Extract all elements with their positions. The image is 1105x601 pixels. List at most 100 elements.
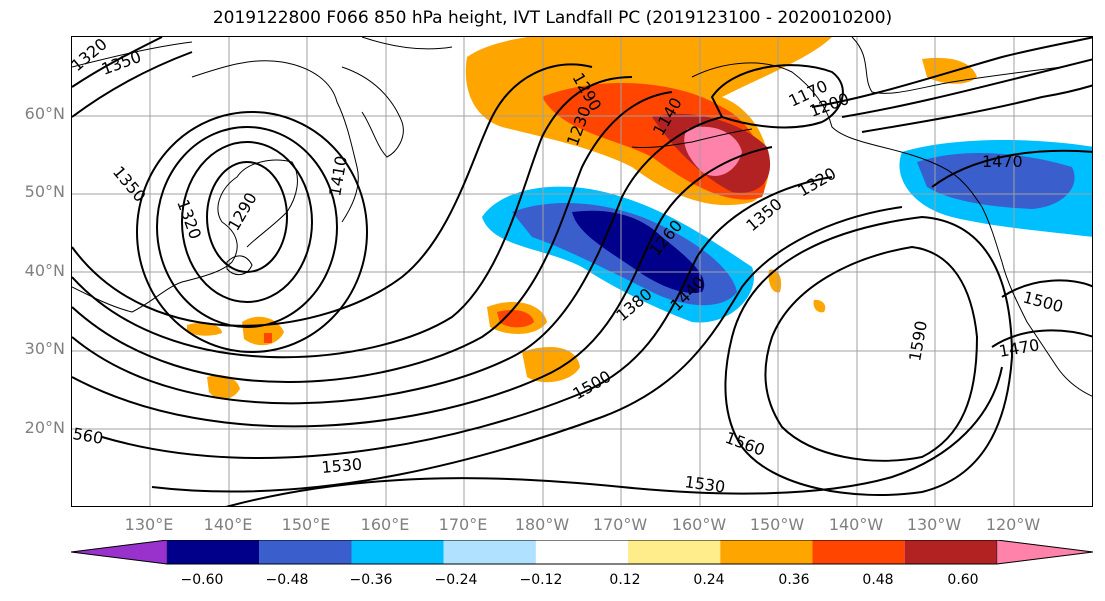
positive-anomaly-pacific-2 bbox=[522, 347, 580, 383]
contour-label: 1350 bbox=[109, 162, 150, 205]
contour-1500-east bbox=[1001, 279, 1092, 298]
contour-trough bbox=[72, 116, 723, 405]
lon-label: 140°W bbox=[828, 515, 884, 534]
contour-label: 1290 bbox=[224, 189, 261, 234]
contour-1470-east bbox=[991, 329, 1092, 348]
map-title: 2019122800 F066 850 hPa height, IVT Land… bbox=[212, 8, 893, 28]
map-plot-area: 1320 1350 1350 1320 1290 1410 1290 1230 … bbox=[71, 36, 1093, 507]
coastline-asia bbox=[72, 159, 298, 313]
colorbar-extend-left bbox=[71, 540, 168, 565]
contour-label: 1320 bbox=[795, 164, 840, 201]
lat-label: 20°N bbox=[24, 418, 65, 437]
positive-anomaly-pink bbox=[684, 126, 742, 176]
contour-label: 1470 bbox=[982, 152, 1023, 171]
contour-east-1470 bbox=[931, 149, 1092, 188]
coastline-aleutians bbox=[631, 128, 753, 148]
contour-label: 1470 bbox=[997, 335, 1040, 361]
contour-west-top bbox=[72, 51, 193, 118]
colorbar-segment bbox=[812, 540, 905, 564]
colorbar-tick-label: −0.12 bbox=[519, 572, 563, 588]
colorbar bbox=[71, 540, 1093, 565]
lon-label: 160°W bbox=[671, 515, 727, 534]
contour-trough bbox=[72, 76, 633, 359]
height-contours bbox=[72, 37, 1092, 506]
lat-label: 30°N bbox=[24, 339, 65, 358]
positive-anomaly-pacific-1-core bbox=[497, 310, 534, 328]
colorbar-tick-label: −0.48 bbox=[265, 572, 309, 588]
contour-label: 1500 bbox=[570, 367, 615, 404]
colorbar-tick-label: 0.36 bbox=[778, 572, 810, 588]
coastline-alaska bbox=[691, 62, 983, 208]
contour-east bbox=[861, 84, 1092, 133]
contour-1560-high bbox=[724, 215, 1014, 496]
contour-trough bbox=[101, 176, 833, 459]
contour-label: 1500 bbox=[1021, 288, 1065, 317]
contour-trough bbox=[72, 91, 673, 383]
contour-label: 1590 bbox=[905, 319, 931, 362]
contour-label: 1530 bbox=[321, 455, 363, 477]
colorbar-segments bbox=[71, 540, 1093, 565]
colorbar-tick-label: −0.36 bbox=[349, 572, 393, 588]
colorbar-segment bbox=[259, 540, 352, 564]
lat-label: 50°N bbox=[24, 182, 65, 201]
contour-trough bbox=[72, 146, 773, 428]
coastline-north-america bbox=[981, 206, 1092, 397]
positive-anomaly-west-1-core bbox=[264, 333, 272, 343]
colorbar-tick-label: 0.60 bbox=[947, 572, 979, 588]
coastline-canada-arctic bbox=[851, 37, 1063, 94]
contour-label: 1560 bbox=[72, 422, 105, 448]
contour-east bbox=[811, 37, 1092, 108]
contour-low-asia bbox=[136, 111, 368, 353]
contour-east bbox=[841, 58, 1092, 118]
lon-label: 130°W bbox=[906, 515, 962, 534]
graticule bbox=[72, 37, 1092, 506]
lon-label: 140°E bbox=[203, 515, 253, 534]
coastline-okhotsk bbox=[191, 60, 359, 223]
contour-low-asia bbox=[181, 141, 313, 303]
colorbar-tick-label: −0.60 bbox=[180, 572, 224, 588]
contour-label: 1560 bbox=[723, 428, 768, 460]
colorbar-tick-label: 0.24 bbox=[693, 572, 725, 588]
colorbar-segment bbox=[720, 540, 813, 564]
contour-1590-high bbox=[764, 245, 979, 462]
contour-1530-south bbox=[225, 366, 1003, 506]
contour-west-top bbox=[72, 37, 163, 88]
lat-label: 60°N bbox=[24, 104, 65, 123]
colorbar-extend-right bbox=[996, 540, 1093, 565]
colorbar-segment bbox=[535, 540, 629, 564]
contour-trough bbox=[72, 63, 593, 327]
positive-anomaly-small-2 bbox=[813, 299, 826, 313]
colorbar-segment bbox=[443, 540, 536, 564]
lon-label: 170°E bbox=[438, 515, 488, 534]
colorbar-segment bbox=[167, 540, 260, 564]
colorbar-tick-label: −0.24 bbox=[434, 572, 478, 588]
colorbar-segment bbox=[351, 540, 444, 564]
map-svg: 1320 1350 1350 1320 1290 1410 1290 1230 … bbox=[72, 37, 1092, 506]
colorbar-segment bbox=[628, 540, 721, 564]
lon-label: 150°W bbox=[749, 515, 805, 534]
colorbar-segment bbox=[904, 540, 997, 564]
lon-label: 150°E bbox=[281, 515, 331, 534]
ivt-shading bbox=[187, 37, 1092, 400]
coastline-hokkaido bbox=[226, 255, 253, 275]
lon-label: 160°E bbox=[360, 515, 410, 534]
contour-label-group: 1320 1350 1350 1320 1290 1410 1290 1230 … bbox=[72, 37, 1065, 497]
lon-label: 170°W bbox=[592, 515, 648, 534]
positive-anomaly-west-2 bbox=[207, 375, 240, 400]
colorbar-tick-label: 0.12 bbox=[609, 572, 641, 588]
contour-label: 1410 bbox=[325, 154, 351, 197]
contour-low-asia bbox=[156, 126, 338, 328]
contour-trough bbox=[151, 206, 903, 493]
contour-north-alaska bbox=[710, 64, 844, 129]
coastline-kamchatka bbox=[341, 66, 404, 158]
lon-label: 130°E bbox=[124, 515, 174, 534]
positive-anomaly-west-3 bbox=[187, 322, 222, 336]
lon-label: 120°W bbox=[985, 515, 1041, 534]
contour-label: 1320 bbox=[173, 197, 205, 242]
lon-label: 180°W bbox=[514, 515, 570, 534]
colorbar-outline bbox=[71, 540, 1093, 565]
lat-label: 40°N bbox=[24, 261, 65, 280]
colorbar-tick-label: 0.48 bbox=[862, 572, 894, 588]
contour-low-asia bbox=[206, 161, 288, 273]
negative-anomaly-east-blue bbox=[917, 152, 1075, 209]
